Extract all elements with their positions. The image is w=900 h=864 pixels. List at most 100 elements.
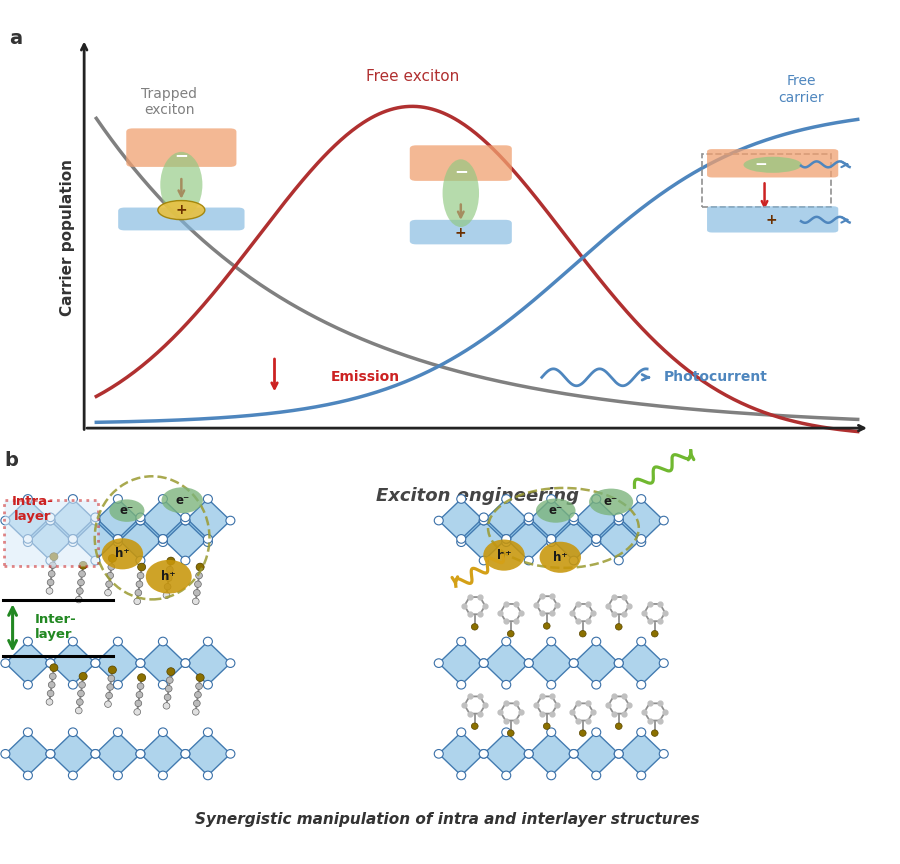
Polygon shape [506,518,551,561]
Circle shape [547,537,556,547]
Circle shape [1,659,10,668]
Circle shape [50,664,58,671]
Ellipse shape [743,156,802,173]
Circle shape [77,690,85,696]
Polygon shape [619,641,664,684]
Circle shape [91,659,100,668]
Circle shape [434,750,443,759]
Circle shape [479,513,488,522]
Polygon shape [185,499,230,543]
Text: h⁺: h⁺ [553,550,568,564]
FancyBboxPatch shape [410,219,512,245]
Circle shape [524,659,533,668]
Circle shape [108,666,116,674]
Text: +: + [455,226,466,239]
Polygon shape [50,733,95,776]
Circle shape [456,494,466,503]
Polygon shape [484,499,529,543]
Circle shape [136,750,145,759]
Circle shape [580,730,586,736]
Circle shape [181,517,190,525]
Circle shape [203,638,212,646]
Circle shape [637,535,646,543]
Polygon shape [50,641,95,684]
Circle shape [637,681,646,689]
Circle shape [78,570,86,577]
Polygon shape [574,641,619,684]
Circle shape [91,750,100,759]
Circle shape [163,702,170,709]
Circle shape [547,494,556,503]
Circle shape [164,583,171,590]
Circle shape [104,589,112,596]
Circle shape [46,659,55,668]
Circle shape [181,659,190,668]
Circle shape [68,535,77,543]
Circle shape [68,638,77,646]
Text: Synergistic manipulation of intra and interlayer structures: Synergistic manipulation of intra and in… [195,812,700,828]
Text: Intra-
layer: Intra- layer [12,495,53,523]
Circle shape [592,494,601,503]
Ellipse shape [539,542,581,573]
Circle shape [50,553,58,561]
Circle shape [137,683,144,689]
Polygon shape [529,499,574,543]
Circle shape [136,581,143,588]
Circle shape [136,659,145,668]
Circle shape [23,638,32,646]
Circle shape [68,772,77,779]
Circle shape [592,535,601,543]
Circle shape [136,517,145,525]
Circle shape [47,579,54,586]
Circle shape [652,730,658,736]
Circle shape [104,701,112,708]
Circle shape [76,699,83,705]
Circle shape [46,699,53,705]
Text: e⁻: e⁻ [604,495,618,509]
Polygon shape [529,733,574,776]
Polygon shape [484,733,529,776]
Text: −: − [175,146,188,164]
Circle shape [196,563,204,571]
Circle shape [135,589,141,596]
Text: +: + [765,213,777,227]
Circle shape [50,673,56,679]
Text: h⁺: h⁺ [161,570,176,583]
Circle shape [91,513,100,522]
Circle shape [134,708,140,715]
Circle shape [80,673,86,680]
Circle shape [456,681,466,689]
Ellipse shape [146,560,192,594]
Circle shape [68,535,77,543]
Polygon shape [140,733,185,776]
Circle shape [46,750,55,759]
Circle shape [167,558,175,564]
Circle shape [569,517,578,525]
Circle shape [544,623,550,629]
Circle shape [197,675,203,681]
Circle shape [652,631,658,637]
Polygon shape [439,733,484,776]
Circle shape [77,579,85,586]
Text: Free exciton: Free exciton [365,69,459,84]
Text: e⁻: e⁻ [549,504,562,518]
Circle shape [569,659,578,668]
FancyBboxPatch shape [118,207,245,231]
Circle shape [138,563,146,571]
Circle shape [194,700,200,707]
Circle shape [136,517,145,525]
Circle shape [137,572,144,579]
Circle shape [194,581,202,588]
Circle shape [46,659,55,668]
Circle shape [580,631,586,637]
Ellipse shape [162,487,202,513]
Text: Inter-
layer: Inter- layer [35,613,76,641]
Circle shape [181,556,190,565]
Text: b: b [4,451,18,469]
Ellipse shape [158,200,205,219]
Circle shape [49,682,55,688]
Circle shape [592,638,601,646]
Circle shape [569,750,578,759]
Circle shape [108,563,114,570]
Text: e⁻: e⁻ [176,493,189,507]
